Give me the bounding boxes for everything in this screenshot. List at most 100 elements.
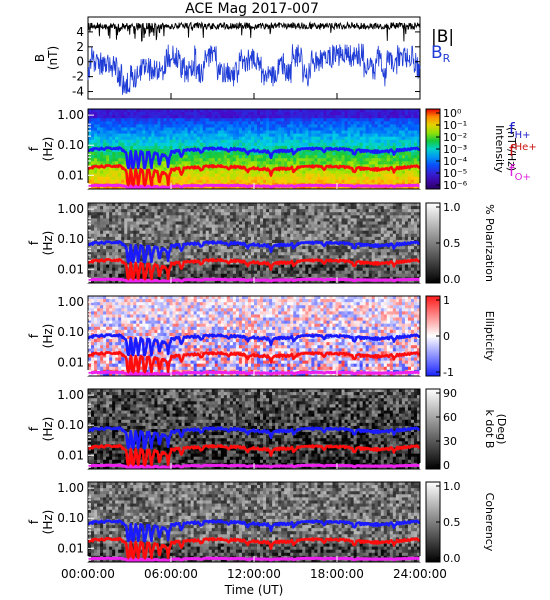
heatmap-cell [217, 233, 222, 238]
heatmap-cell [187, 161, 192, 165]
heatmap-cell [257, 212, 261, 216]
heatmap-cell [112, 167, 116, 171]
heatmap-cell [115, 185, 119, 189]
heatmap-cell [374, 145, 379, 150]
heatmap-cell [100, 152, 104, 156]
heatmap-cell [383, 121, 388, 125]
heatmap-cell [314, 227, 318, 232]
heatmap-cell [299, 109, 303, 113]
heatmap-cell [404, 155, 409, 159]
heatmap-cell [220, 215, 225, 219]
heatmap-cell [296, 252, 300, 256]
heatmap-cell [151, 112, 155, 116]
heatmap-cell [332, 133, 336, 138]
heatmap-cell [232, 158, 237, 162]
heatmap-cell [362, 203, 367, 207]
heatmap-cell [344, 152, 348, 156]
heatmap-cell [211, 127, 216, 131]
heatmap-cell [401, 142, 406, 147]
heatmap-cell [211, 136, 216, 141]
heatmap-cell [247, 246, 252, 250]
heatmap-cell [347, 115, 351, 119]
heatmap-cell [341, 209, 345, 213]
heatmap-cell [395, 176, 400, 181]
heatmap-cell [100, 161, 104, 165]
heatmap-cell [220, 230, 225, 235]
heatmap-cell [196, 121, 201, 125]
heatmap-cell [169, 215, 173, 219]
heatmap-cell [202, 236, 207, 241]
heatmap-cell [320, 127, 324, 131]
heatmap-cell [205, 233, 210, 238]
heatmap-cell [118, 136, 122, 141]
heatmap-cell [97, 155, 101, 159]
heatmap-cell [217, 179, 222, 184]
heatmap-cell [392, 243, 397, 247]
heatmap-cell [260, 215, 264, 219]
heatmap-cell [187, 152, 192, 156]
heatmap-cell [410, 149, 415, 153]
heatmap-cell [314, 252, 318, 256]
heatmap-cell [293, 182, 297, 187]
heatmap-cell [196, 136, 201, 141]
heatmap-cell [413, 121, 418, 125]
heatmap-cell [247, 230, 252, 235]
heatmap-cell [308, 124, 312, 128]
heatmap-cell [386, 206, 391, 210]
heatmap-cell [362, 233, 367, 238]
heatmap-cell [302, 118, 306, 122]
heatmap-cell [175, 112, 179, 116]
heatmap-cell [133, 112, 137, 116]
heatmap-cell [332, 118, 336, 122]
heatmap-cell [302, 252, 306, 256]
heatmap-cell [362, 212, 367, 216]
heatmap-cell [247, 124, 252, 128]
heatmap-cell [238, 124, 243, 128]
heatmap-cell [124, 127, 128, 131]
heatmap-cell [175, 121, 179, 125]
heatmap-cell [407, 215, 412, 219]
heatmap-cell [344, 133, 348, 138]
heatmap-cell [380, 239, 385, 244]
heatmap-cell [193, 206, 198, 210]
heatmap-cell [217, 127, 222, 131]
heatmap-cell [260, 109, 264, 113]
heatmap-cell [365, 236, 370, 241]
heatmap-cell [133, 221, 137, 225]
heatmap-cell [395, 170, 400, 175]
heatmap-cell [109, 221, 113, 225]
heatmap-cell [257, 233, 261, 238]
heatmap-cell [172, 236, 176, 241]
heatmap-cell [401, 252, 406, 256]
heatmap-cell [359, 173, 364, 178]
heatmap-cell [205, 109, 210, 113]
heatmap-cell [247, 139, 252, 144]
heatmap-cell [193, 209, 198, 213]
heatmap-cell [232, 167, 237, 171]
heatmap-cell [106, 109, 110, 113]
heatmap-cell [398, 176, 403, 181]
heatmap-cell [103, 252, 107, 256]
heatmap-cell [347, 233, 351, 238]
heatmap-cell [91, 121, 95, 125]
heatmap-cell [217, 152, 222, 156]
heatmap-cell [181, 206, 185, 210]
heatmap-cell [229, 155, 234, 159]
heatmap-cell [124, 206, 128, 210]
heatmap-cell [413, 155, 418, 159]
heatmap-cell [302, 139, 306, 144]
heatmap-cell [404, 203, 409, 207]
heatmap-cell [124, 164, 128, 168]
heatmap-cell [121, 179, 125, 184]
heatmap-cell [196, 115, 201, 119]
heatmap-cell [308, 173, 312, 178]
heatmap-cell [91, 176, 95, 181]
heatmap-cell [317, 179, 321, 184]
heatmap-cell [214, 139, 219, 144]
heatmap-cell [118, 112, 122, 116]
heatmap-cell [284, 233, 288, 238]
heatmap-cell [254, 227, 258, 232]
heatmap-cell [229, 233, 234, 238]
heatmap-cell [278, 152, 282, 156]
heatmap-cell [275, 212, 279, 216]
